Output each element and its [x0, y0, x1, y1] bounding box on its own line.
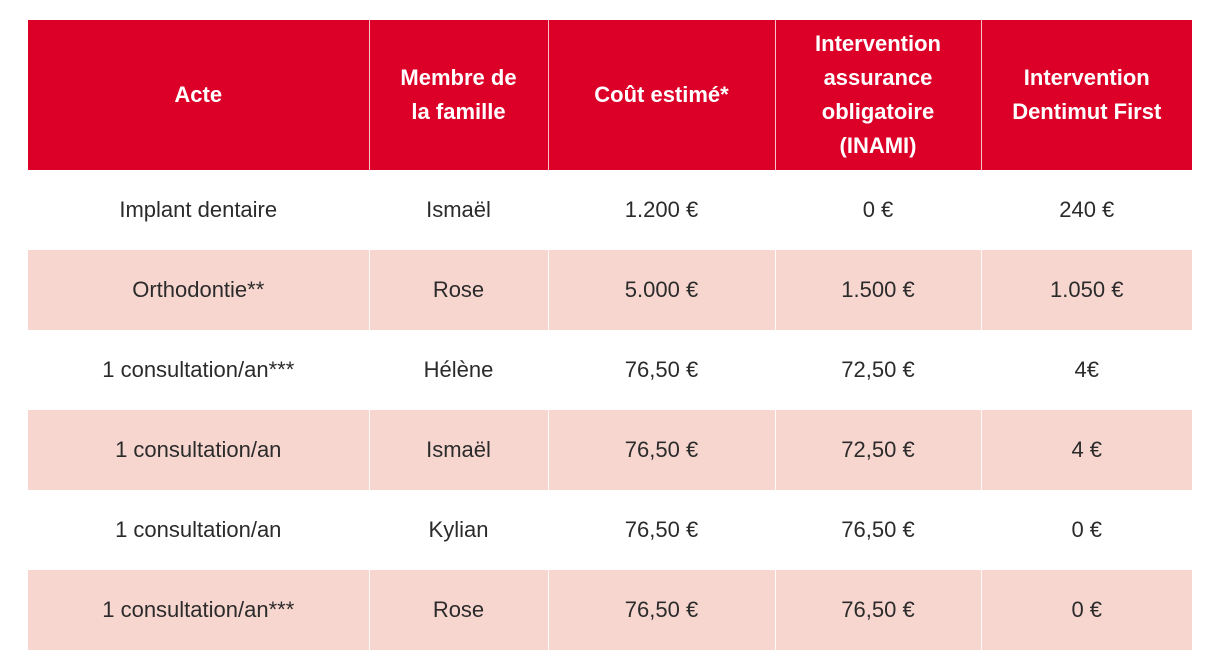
header-membre: Membre de la famille: [368, 20, 548, 170]
cell-membre: Ismaël: [368, 170, 548, 250]
cell-dentimut: 4€: [980, 330, 1192, 410]
cell-cout: 76,50 €: [547, 490, 775, 570]
cell-inami: 0 €: [774, 170, 981, 250]
cell-cout: 76,50 €: [547, 410, 775, 490]
cell-cout: 76,50 €: [547, 330, 775, 410]
cell-membre: Rose: [368, 250, 548, 330]
cell-acte: Implant dentaire: [28, 170, 369, 250]
cell-inami: 1.500 €: [774, 250, 981, 330]
table-body: Implant dentaire Ismaël 1.200 € 0 € 240 …: [28, 170, 1192, 650]
cost-table: Acte Membre de la famille Coût estimé* I…: [28, 20, 1192, 650]
cell-inami: 72,50 €: [774, 410, 981, 490]
table-row: 1 consultation/an Ismaël 76,50 € 72,50 €…: [28, 410, 1192, 490]
cell-acte: 1 consultation/an: [28, 410, 369, 490]
header-inami: Intervention assurance obligatoire (INAM…: [774, 20, 981, 170]
cell-membre: Rose: [368, 570, 548, 650]
cell-dentimut: 1.050 €: [980, 250, 1192, 330]
cell-dentimut: 4 €: [980, 410, 1192, 490]
cell-cout: 76,50 €: [547, 570, 775, 650]
header-cout: Coût estimé*: [547, 20, 775, 170]
cell-membre: Hélène: [368, 330, 548, 410]
cell-membre: Ismaël: [368, 410, 548, 490]
cell-cout: 1.200 €: [547, 170, 775, 250]
table-row: Implant dentaire Ismaël 1.200 € 0 € 240 …: [28, 170, 1192, 250]
cell-acte: 1 consultation/an***: [28, 570, 369, 650]
cell-acte: 1 consultation/an: [28, 490, 369, 570]
table-header: Acte Membre de la famille Coût estimé* I…: [28, 20, 1192, 170]
cell-acte: Orthodontie**: [28, 250, 369, 330]
cell-membre: Kylian: [368, 490, 548, 570]
cell-dentimut: 240 €: [980, 170, 1192, 250]
cell-inami: 76,50 €: [774, 490, 981, 570]
cell-acte: 1 consultation/an***: [28, 330, 369, 410]
cell-inami: 72,50 €: [774, 330, 981, 410]
cell-dentimut: 0 €: [980, 490, 1192, 570]
table-row: Orthodontie** Rose 5.000 € 1.500 € 1.050…: [28, 250, 1192, 330]
cell-inami: 76,50 €: [774, 570, 981, 650]
header-acte: Acte: [28, 20, 369, 170]
table-row: 1 consultation/an Kylian 76,50 € 76,50 €…: [28, 490, 1192, 570]
table-row: 1 consultation/an*** Hélène 76,50 € 72,5…: [28, 330, 1192, 410]
table-row: 1 consultation/an*** Rose 76,50 € 76,50 …: [28, 570, 1192, 650]
cell-cout: 5.000 €: [547, 250, 775, 330]
cell-dentimut: 0 €: [980, 570, 1192, 650]
header-row: Acte Membre de la famille Coût estimé* I…: [28, 20, 1192, 170]
header-dentimut: Intervention Dentimut First: [980, 20, 1192, 170]
